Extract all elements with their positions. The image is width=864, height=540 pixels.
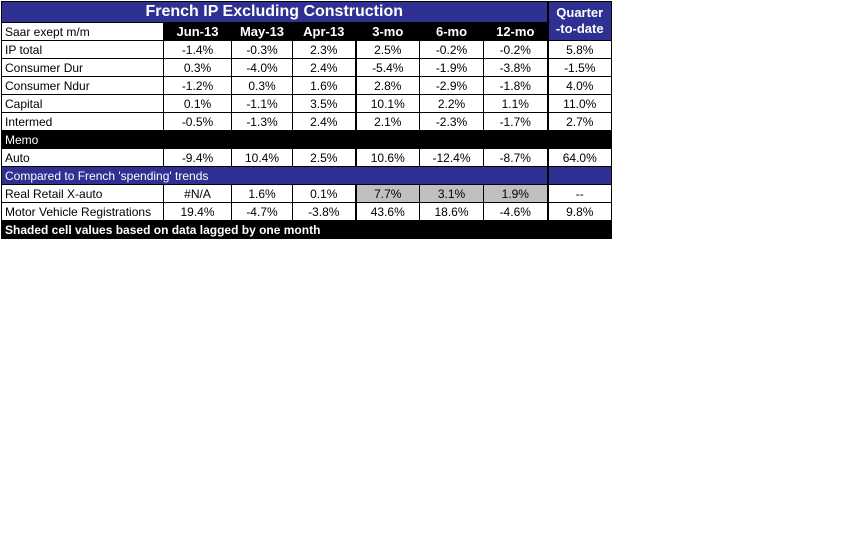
units-label: Saar exept m/m xyxy=(1,22,164,41)
value-cell: 43.6% xyxy=(354,202,420,221)
row-label: Consumer Ndur xyxy=(1,76,164,95)
qtd-cell: 5.8% xyxy=(546,40,612,59)
qtd-cell: 64.0% xyxy=(546,148,612,167)
row-label: IP total xyxy=(1,40,164,59)
value-cell: -1.3% xyxy=(231,112,293,131)
value-cell: 0.3% xyxy=(231,76,293,95)
table-row: Intermed -0.5% -1.3% 2.4% 2.1% -2.3% -1.7% 2.7% xyxy=(1,112,612,131)
value-cell: -4.6% xyxy=(483,202,548,221)
value-cell: 3.5% xyxy=(292,94,356,113)
row-label: Motor Vehicle Registrations xyxy=(1,202,164,221)
compare-header: Compared to French 'spending' trends xyxy=(1,166,548,185)
value-cell: 2.2% xyxy=(419,94,484,113)
value-cell: -1.9% xyxy=(419,58,484,77)
footer-row: Shaded cell values based on data lagged … xyxy=(1,220,612,239)
value-cell: 10.4% xyxy=(231,148,293,167)
value-cell: -5.4% xyxy=(354,58,420,77)
compare-header-qtd-blank xyxy=(546,166,612,185)
row-label: Capital xyxy=(1,94,164,113)
table-row: Motor Vehicle Registrations 19.4% -4.7% -3.… xyxy=(1,202,612,221)
value-cell: 10.1% xyxy=(354,94,420,113)
compare-header-row: Compared to French 'spending' trends xyxy=(1,166,612,185)
column-header: 12-mo xyxy=(483,22,548,41)
value-cell: 2.4% xyxy=(292,112,356,131)
value-cell: 3.1% xyxy=(419,184,484,203)
ip-table: French IP Excluding Construction Quarter… xyxy=(1,1,612,239)
column-header: May-13 xyxy=(231,22,293,41)
value-cell: -3.8% xyxy=(483,58,548,77)
value-cell: 0.1% xyxy=(163,94,232,113)
value-cell: -0.3% xyxy=(231,40,293,59)
value-cell: -1.7% xyxy=(483,112,548,131)
memo-header-row: Memo xyxy=(1,130,612,149)
memo-header: Memo xyxy=(1,130,548,149)
value-cell: #N/A xyxy=(163,184,232,203)
table-row: Consumer Ndur -1.2% 0.3% 1.6% 2.8% -2.9% -1.8%… xyxy=(1,76,612,95)
value-cell: 10.6% xyxy=(354,148,420,167)
value-cell: 2.3% xyxy=(292,40,356,59)
value-cell: -8.7% xyxy=(483,148,548,167)
value-cell: 1.6% xyxy=(231,184,293,203)
footer-qtd-blank xyxy=(546,220,612,239)
table-row: Consumer Dur 0.3% -4.0% 2.4% -5.4% -1.9% -3.8%… xyxy=(1,58,612,77)
value-cell: -4.0% xyxy=(231,58,293,77)
qtd-header-line1: Quarter xyxy=(556,5,604,20)
value-cell: -0.2% xyxy=(483,40,548,59)
qtd-header: Quarter -to-date xyxy=(546,1,612,41)
column-header: Jun-13 xyxy=(163,22,232,41)
value-cell: 2.5% xyxy=(354,40,420,59)
value-cell: 1.1% xyxy=(483,94,548,113)
qtd-header-line2: -to-date xyxy=(555,21,604,36)
value-cell: -1.4% xyxy=(163,40,232,59)
table-row: Real Retail X-auto #N/A 1.6% 0.1% 7.7% 3.1% 1.… xyxy=(1,184,612,203)
table-title: French IP Excluding Construction xyxy=(1,1,548,23)
footer-note: Shaded cell values based on data lagged … xyxy=(1,220,548,239)
table-row: Capital 0.1% -1.1% 3.5% 10.1% 2.2% 1.1% 11.0% xyxy=(1,94,612,113)
value-cell: 18.6% xyxy=(419,202,484,221)
value-cell: 2.8% xyxy=(354,76,420,95)
qtd-cell: 2.7% xyxy=(546,112,612,131)
memo-header-qtd-blank xyxy=(546,130,612,149)
row-label: Auto xyxy=(1,148,164,167)
qtd-cell: -- xyxy=(546,184,612,203)
value-cell: -2.3% xyxy=(419,112,484,131)
value-cell: -1.2% xyxy=(163,76,232,95)
column-header: Apr-13 xyxy=(292,22,356,41)
table-row: IP total -1.4% -0.3% 2.3% 2.5% -0.2% -0.2% 5.8% xyxy=(1,40,612,59)
table-row: Auto -9.4% 10.4% 2.5% 10.6% -12.4% -8.7% 64.0% xyxy=(1,148,612,167)
qtd-cell: 9.8% xyxy=(546,202,612,221)
value-cell: -2.9% xyxy=(419,76,484,95)
value-cell: 2.4% xyxy=(292,58,356,77)
value-cell: 2.1% xyxy=(354,112,420,131)
value-cell: 0.3% xyxy=(163,58,232,77)
value-cell: -0.5% xyxy=(163,112,232,131)
value-cell: 0.1% xyxy=(292,184,356,203)
qtd-cell: -1.5% xyxy=(546,58,612,77)
value-cell: 1.6% xyxy=(292,76,356,95)
value-cell: 7.7% xyxy=(354,184,420,203)
value-cell: 2.5% xyxy=(292,148,356,167)
value-cell: -1.8% xyxy=(483,76,548,95)
qtd-cell: 11.0% xyxy=(546,94,612,113)
value-cell: -4.7% xyxy=(231,202,293,221)
value-cell: -1.1% xyxy=(231,94,293,113)
column-header: 6-mo xyxy=(419,22,484,41)
value-cell: 1.9% xyxy=(483,184,548,203)
value-cell: -9.4% xyxy=(163,148,232,167)
row-label: Real Retail X-auto xyxy=(1,184,164,203)
row-label: Intermed xyxy=(1,112,164,131)
value-cell: -12.4% xyxy=(419,148,484,167)
value-cell: -0.2% xyxy=(419,40,484,59)
value-cell: 19.4% xyxy=(163,202,232,221)
column-header: 3-mo xyxy=(354,22,420,41)
qtd-cell: 4.0% xyxy=(546,76,612,95)
row-label: Consumer Dur xyxy=(1,58,164,77)
value-cell: -3.8% xyxy=(292,202,356,221)
